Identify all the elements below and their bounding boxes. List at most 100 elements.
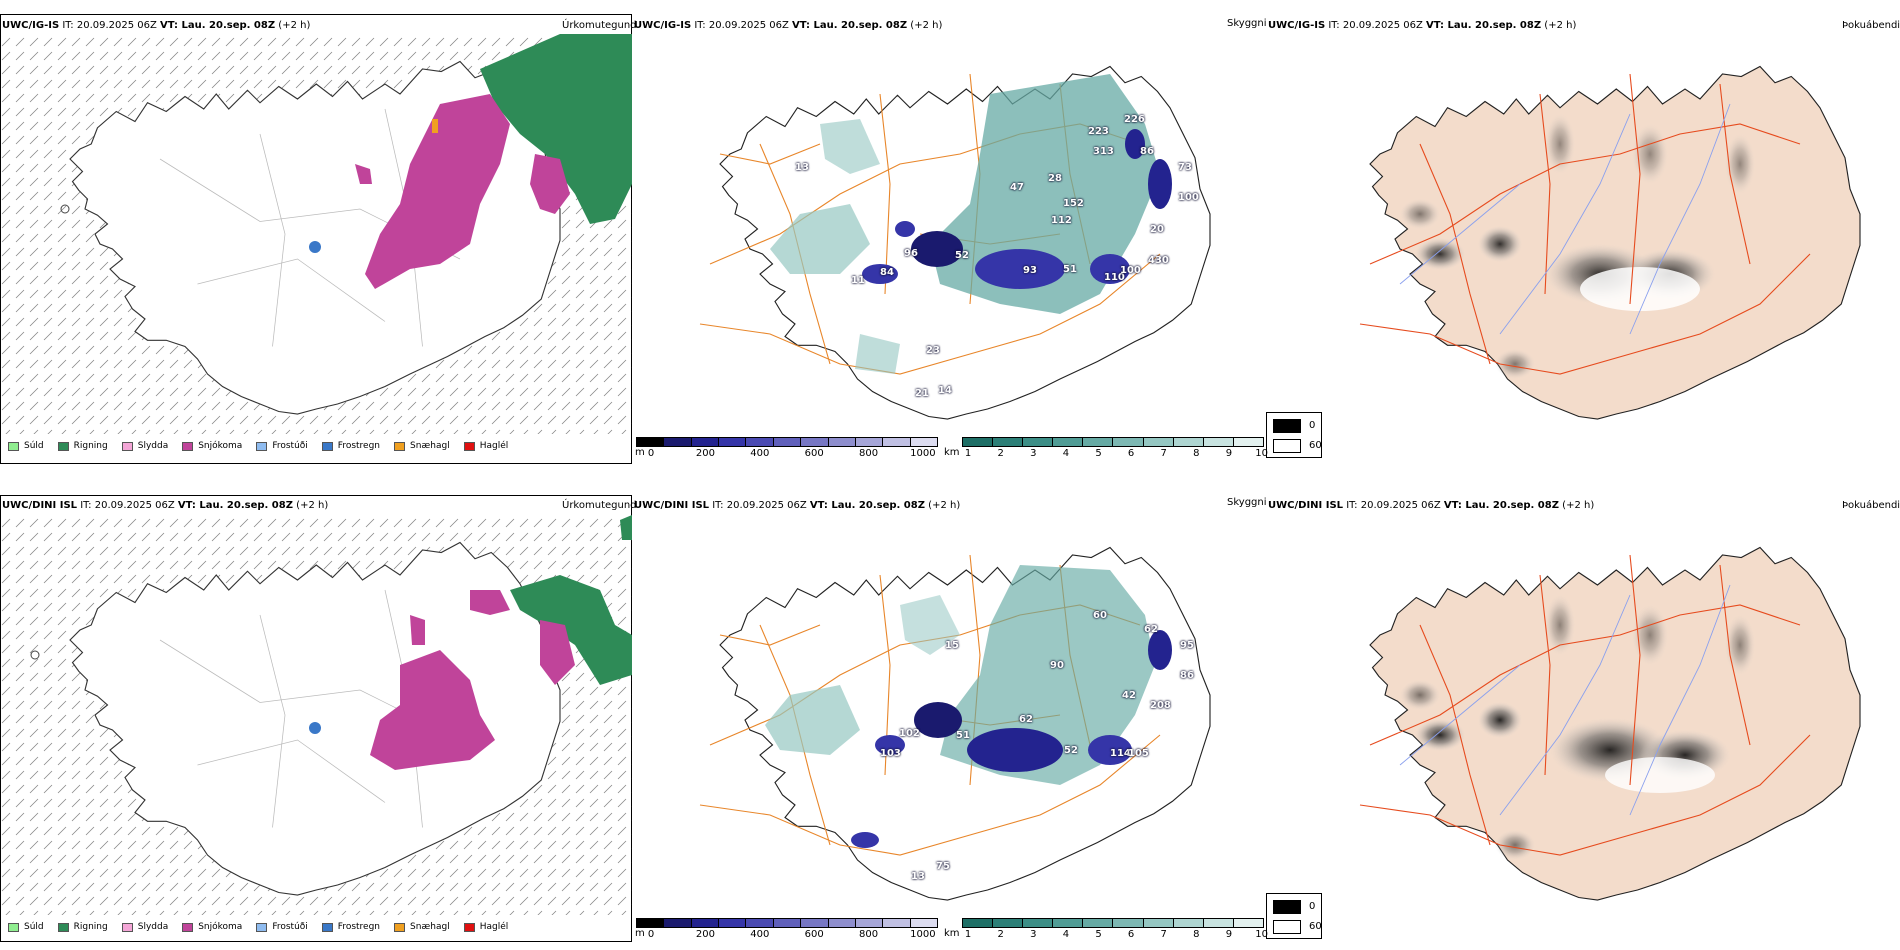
colorbar-box: [773, 919, 802, 927]
colorbar-box: [691, 919, 720, 927]
colorbar-box: [828, 919, 856, 927]
fog-map: [1359, 546, 1861, 901]
colorbar-tick-label: 1: [964, 929, 972, 940]
colorbar-tick-label: 600: [804, 448, 824, 459]
fog-legend: 0 60: [1266, 412, 1322, 458]
init-time: IT: 20.09.2025 06Z: [1343, 500, 1444, 511]
precip-legend-label: Haglél: [479, 441, 509, 451]
colorbar-box: [1113, 438, 1144, 446]
fog-panel-header: UWC/IG-IS IT: 20.09.2025 06Z VT: Lau. 20…: [1268, 20, 1576, 32]
colorbar-box: [1233, 438, 1263, 446]
colorbar-box: [1083, 438, 1114, 446]
precip-legend-item: Slydda: [121, 441, 168, 451]
colorbar-box: [1023, 438, 1054, 446]
cloud-base-label: 15: [945, 640, 959, 651]
model-name: UWC/IG-IS: [634, 20, 692, 31]
cloud-base-label: 100: [1178, 192, 1199, 203]
precip-legend-item: Slydda: [121, 922, 168, 932]
cloud-panel-header: UWC/IG-IS IT: 20.09.2025 06Z VT: Lau. 20…: [634, 20, 942, 32]
cloud-base-label: 93: [1023, 265, 1037, 276]
cbar-base-unit: m: [635, 447, 645, 458]
lead-offset: (+2 h): [924, 500, 961, 511]
cbar-vis-unit: km: [944, 928, 960, 939]
precip-legend-item: Haglél: [463, 441, 509, 451]
valid-time: VT: Lau. 20.sep. 08Z: [1443, 500, 1559, 511]
cloud-base-label: 62: [1019, 714, 1033, 725]
cloud-base-label: 60: [1093, 610, 1107, 621]
fog-swatch-0: [1273, 419, 1301, 433]
colorbar-box: [719, 438, 747, 446]
rain-area: [510, 575, 632, 685]
colorbar-tick-label: 400: [750, 448, 770, 459]
precip-legend-swatch: [256, 922, 268, 932]
colorbar-box: [1143, 919, 1174, 927]
colorbar-box: [773, 438, 802, 446]
precip-panel-header: UWC/DINI ISL IT: 20.09.2025 06Z VT: Lau.…: [2, 500, 328, 512]
snow-area-2: [530, 154, 570, 214]
colorbar-tick-label: 200: [695, 448, 715, 459]
precip-map: [0, 515, 632, 915]
colorbar-tick-label: 600: [804, 929, 824, 940]
lead-offset: (+2 h): [292, 500, 329, 511]
precip-legend-item: Súld: [8, 441, 44, 451]
precip-legend-label: Snæhagl: [410, 441, 450, 451]
precip-legend-item: Frostúði: [256, 441, 308, 451]
precip-panel-title: Úrkomutegund: [562, 500, 637, 511]
valid-time: VT: Lau. 20.sep. 08Z: [160, 20, 276, 31]
precip-legend-label: Rigning: [73, 441, 108, 451]
precip-legend-item: Frostregn: [321, 441, 381, 451]
colorbar-tick-label: 800: [858, 448, 879, 459]
colorbar-box: [828, 438, 856, 446]
colorbar-box: [664, 438, 692, 446]
cbar-base: 0 200 400 600 800 1000 m: [635, 437, 938, 459]
colorbar-tick-label: 8: [1193, 448, 1200, 459]
colorbar-box: [910, 919, 937, 927]
precip-legend-label: Frostregn: [337, 441, 381, 451]
cloud-base-label: 28: [1048, 173, 1062, 184]
precip-legend-item: Rigning: [57, 922, 108, 932]
precip-legend-item: Rigning: [57, 441, 108, 451]
colorbar-box: [963, 438, 994, 446]
cloud-base-label: 73: [1178, 162, 1192, 173]
cloud-base-label: 90: [1050, 660, 1064, 671]
model-name: UWC/DINI ISL: [1268, 500, 1344, 511]
colorbar-box: [910, 438, 937, 446]
colorbar-tick-label: 10: [1255, 929, 1268, 940]
cloud-base-label: 208: [1150, 700, 1171, 711]
snow-area-1: [470, 590, 510, 615]
colorbar-box: [1233, 919, 1263, 927]
cloud-base-label: 86: [1140, 146, 1154, 157]
cloud-base-label: 105: [1128, 748, 1149, 759]
colorbar-box: [963, 919, 994, 927]
colorbar-tick-label: 6: [1127, 929, 1135, 940]
valid-time: VT: Lau. 20.sep. 08Z: [1426, 20, 1542, 31]
fog-legend: 0 60: [1266, 893, 1322, 939]
precip-legend-item: Snæhagl: [394, 922, 450, 932]
init-time: IT: 20.09.2025 06Z: [59, 20, 161, 31]
precip-legend-label: Súld: [24, 441, 44, 451]
colorbar-tick-label: 3: [1030, 929, 1037, 940]
fog-swatch-60: [1273, 439, 1301, 453]
precip-legend-swatch: [321, 922, 333, 932]
precip-legend-swatch: [463, 922, 475, 932]
cloud-base-label: 96: [904, 248, 918, 259]
cloud-base-label: 84: [880, 267, 894, 278]
colorbar-tick-label: 5: [1095, 448, 1102, 459]
colorbar-box: [801, 919, 829, 927]
precip-legend-label: Snjókoma: [198, 922, 243, 932]
init-time: IT: 20.09.2025 06Z: [1325, 20, 1427, 31]
precip-legend-swatch: [182, 922, 194, 932]
colorbar-tick-label: 4: [1062, 448, 1070, 459]
precip-legend-item: Snjókoma: [182, 922, 242, 932]
cloud-base-label: 13: [911, 871, 925, 882]
lead-offset: (+2 h): [1558, 500, 1595, 511]
precip-legend-item: Snjókoma: [182, 441, 242, 451]
colorbar-box: [1203, 438, 1234, 446]
lead-offset: (+2 h): [1541, 20, 1577, 31]
cloud-map: [699, 546, 1211, 901]
precip-legend-item: Frostúði: [256, 922, 308, 932]
precip-panel-header: UWC/IG-IS IT: 20.09.2025 06Z VT: Lau. 20…: [2, 20, 310, 32]
cbar-base-unit: m: [635, 928, 645, 939]
precip-legend-label: Frostúði: [272, 922, 308, 932]
precip-legend-item: Haglél: [463, 922, 508, 932]
